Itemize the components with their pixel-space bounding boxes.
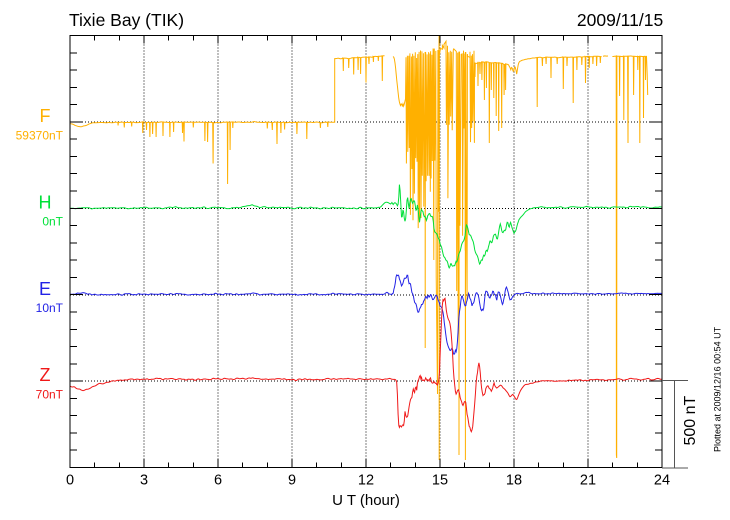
- svg-text:0: 0: [66, 473, 74, 489]
- svg-text:12: 12: [358, 473, 374, 489]
- svg-text:2009/11/15: 2009/11/15: [577, 10, 663, 30]
- svg-text:24: 24: [654, 473, 670, 489]
- svg-text:0nT: 0nT: [42, 215, 63, 229]
- svg-text:21: 21: [580, 473, 596, 489]
- svg-text:59370nT: 59370nT: [16, 128, 64, 142]
- svg-text:9: 9: [288, 473, 296, 489]
- svg-text:500 nT: 500 nT: [682, 395, 699, 445]
- svg-text:15: 15: [432, 473, 448, 489]
- svg-text:3: 3: [140, 473, 148, 489]
- svg-text:U T (hour): U T (hour): [332, 492, 400, 509]
- svg-text:Tixie Bay (TIK): Tixie Bay (TIK): [69, 10, 184, 30]
- svg-text:Plotted at 2009/12/16 00:54 UT: Plotted at 2009/12/16 00:54 UT: [713, 326, 723, 452]
- svg-text:18: 18: [506, 473, 522, 489]
- svg-text:Z: Z: [40, 365, 51, 385]
- svg-text:70nT: 70nT: [36, 388, 64, 402]
- svg-text:F: F: [40, 106, 51, 126]
- svg-text:H: H: [39, 192, 52, 212]
- svg-text:6: 6: [214, 473, 222, 489]
- svg-text:10nT: 10nT: [36, 301, 64, 315]
- svg-text:E: E: [39, 279, 51, 299]
